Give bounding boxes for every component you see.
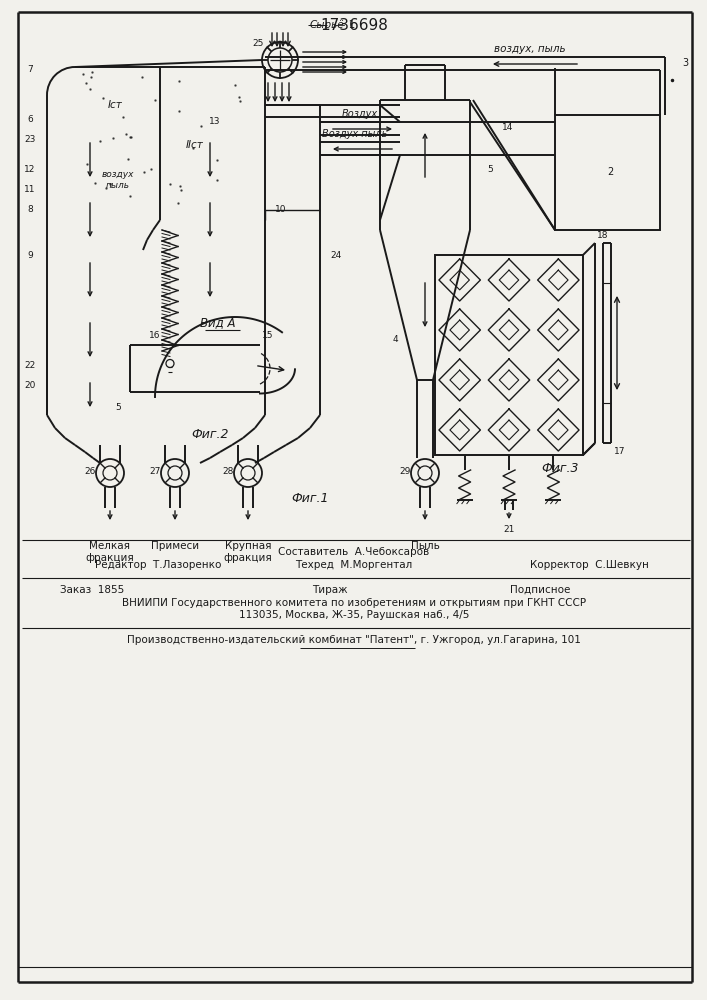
Text: Фиг.2: Фиг.2 <box>192 428 229 442</box>
Circle shape <box>241 466 255 480</box>
Circle shape <box>168 466 182 480</box>
Text: 17: 17 <box>614 446 626 456</box>
Bar <box>435 255 583 455</box>
Text: Тираж: Тираж <box>312 585 348 595</box>
Text: Составитель  А.Чебоксаров: Составитель А.Чебоксаров <box>279 547 430 557</box>
Text: Редактор  Т.Лазоренко: Редактор Т.Лазоренко <box>95 560 221 570</box>
Text: Воздух пыль: Воздух пыль <box>322 129 387 139</box>
Text: 23: 23 <box>24 135 35 144</box>
Text: 2: 2 <box>607 167 613 177</box>
Circle shape <box>166 360 174 367</box>
Circle shape <box>234 459 262 487</box>
Text: Крупная
фракция: Крупная фракция <box>223 541 272 563</box>
Text: воздух
пыль: воздух пыль <box>102 170 134 190</box>
Text: Пыль: Пыль <box>411 541 440 551</box>
Circle shape <box>96 459 124 487</box>
Circle shape <box>411 459 439 487</box>
Text: Вид А: Вид А <box>200 316 235 330</box>
Text: Iст: Iст <box>107 100 122 110</box>
Text: Заказ  1855: Заказ 1855 <box>60 585 124 595</box>
Text: 15: 15 <box>262 330 274 340</box>
Text: 18: 18 <box>597 231 609 239</box>
Text: Фиг.3: Фиг.3 <box>542 462 579 475</box>
Text: Сырьё: Сырьё <box>310 20 344 30</box>
Text: Техред  М.Моргентал: Техред М.Моргентал <box>296 560 413 570</box>
Bar <box>555 115 660 230</box>
Text: IIст: IIст <box>186 140 204 150</box>
Text: 29: 29 <box>399 466 411 476</box>
Text: Производственно-издательский комбинат "Патент", г. Ужгород, ул.Гагарина, 101: Производственно-издательский комбинат "П… <box>127 635 581 645</box>
Circle shape <box>262 42 298 78</box>
Text: 1736698: 1736698 <box>320 17 388 32</box>
Text: 7: 7 <box>27 66 33 75</box>
Text: Фиг.1: Фиг.1 <box>291 491 329 504</box>
Circle shape <box>418 466 432 480</box>
Text: 22: 22 <box>24 360 35 369</box>
Text: Примеси: Примеси <box>151 541 199 551</box>
Circle shape <box>268 48 292 72</box>
Text: 21: 21 <box>503 526 515 534</box>
Text: 27: 27 <box>149 466 160 476</box>
Text: Мелкая
фракция: Мелкая фракция <box>86 541 134 563</box>
Text: 20: 20 <box>24 380 35 389</box>
Text: 5: 5 <box>487 165 493 174</box>
Text: 113035, Москва, Ж-35, Раушская наб., 4/5: 113035, Москва, Ж-35, Раушская наб., 4/5 <box>239 610 469 620</box>
Text: 10: 10 <box>275 206 286 215</box>
Text: 24: 24 <box>330 250 341 259</box>
Text: 9: 9 <box>27 250 33 259</box>
Text: 28: 28 <box>222 466 234 476</box>
Text: 13: 13 <box>209 117 221 126</box>
Text: ВНИИПИ Государственного комитета по изобретениям и открытиям при ГКНТ СССР: ВНИИПИ Государственного комитета по изоб… <box>122 598 586 608</box>
Text: 25: 25 <box>252 38 264 47</box>
Text: Корректор  С.Шевкун: Корректор С.Шевкун <box>530 560 649 570</box>
Text: 26: 26 <box>84 466 95 476</box>
Text: — 1: — 1 <box>335 20 355 30</box>
Text: 14: 14 <box>502 123 513 132</box>
Circle shape <box>103 466 117 480</box>
Text: 4: 4 <box>392 336 398 344</box>
Text: 5: 5 <box>115 402 121 412</box>
Text: Воздух: Воздух <box>342 109 378 119</box>
Text: воздух, пыль: воздух, пыль <box>494 44 566 54</box>
Text: 3: 3 <box>682 58 688 68</box>
Text: 16: 16 <box>149 330 160 340</box>
Text: Подписное: Подписное <box>510 585 571 595</box>
Text: 6: 6 <box>27 115 33 124</box>
Text: 8: 8 <box>27 206 33 215</box>
Circle shape <box>161 459 189 487</box>
Text: 11: 11 <box>24 186 36 194</box>
Text: 12: 12 <box>24 165 35 174</box>
